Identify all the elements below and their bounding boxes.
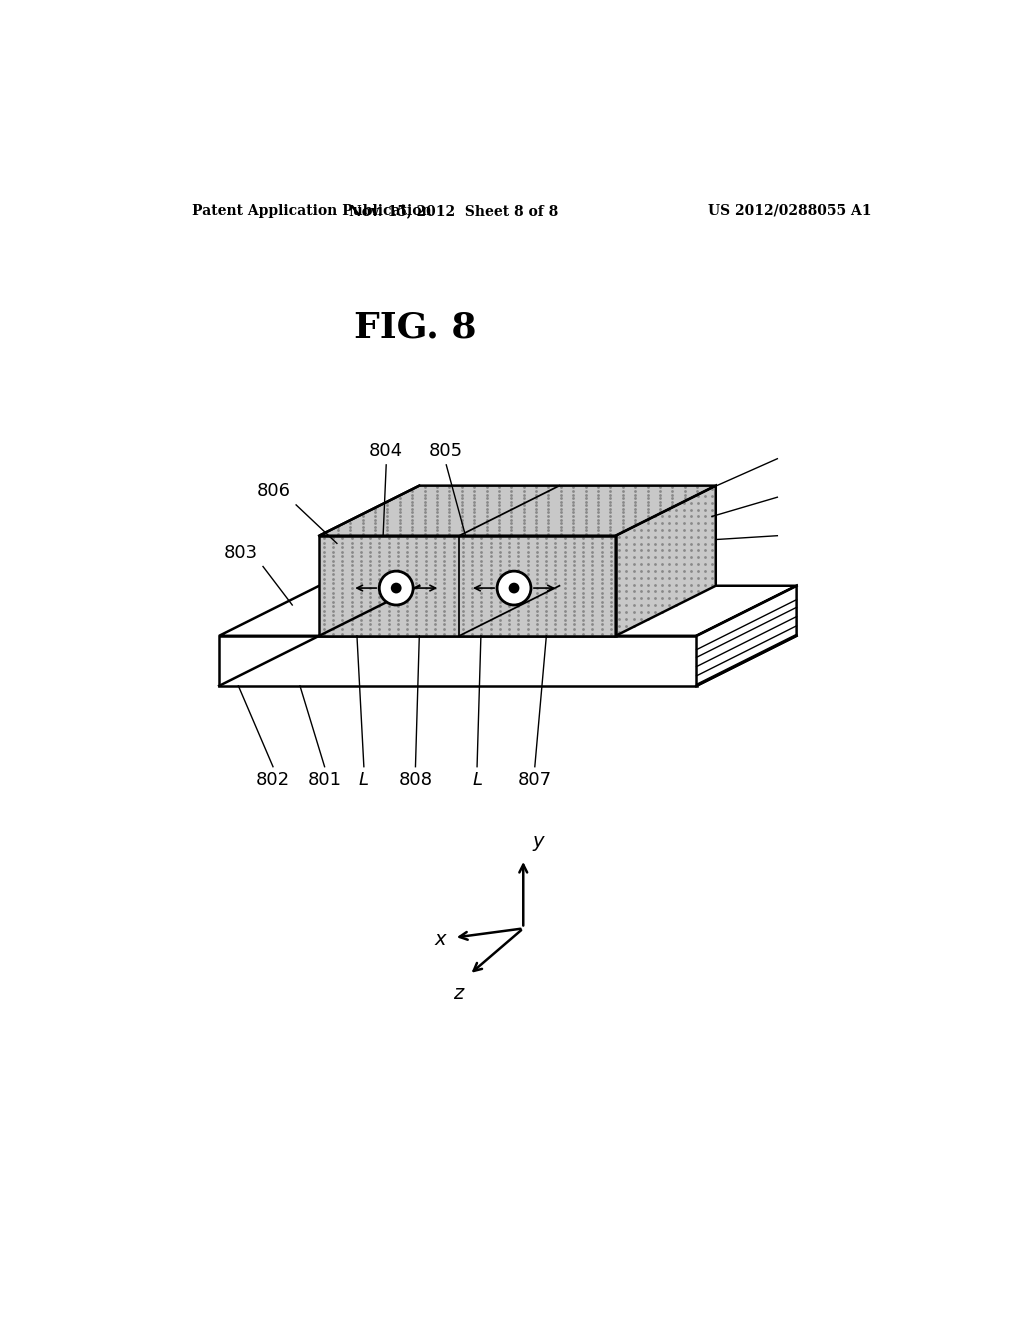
Text: x: x	[435, 931, 446, 949]
Polygon shape	[696, 586, 797, 686]
Text: 803: 803	[223, 544, 258, 562]
Circle shape	[379, 572, 413, 605]
Polygon shape	[219, 636, 696, 686]
Text: 802: 802	[256, 771, 290, 789]
Text: 808: 808	[398, 771, 432, 789]
Text: 805: 805	[429, 442, 463, 461]
Text: 807: 807	[518, 771, 552, 789]
Circle shape	[509, 582, 519, 594]
Text: L: L	[472, 771, 482, 789]
Circle shape	[391, 582, 401, 594]
Text: 801: 801	[307, 771, 342, 789]
Text: 806: 806	[257, 482, 291, 500]
Text: US 2012/0288055 A1: US 2012/0288055 A1	[708, 203, 871, 218]
Text: y: y	[532, 833, 544, 851]
Circle shape	[497, 572, 531, 605]
Text: Nov. 15, 2012  Sheet 8 of 8: Nov. 15, 2012 Sheet 8 of 8	[349, 203, 558, 218]
Polygon shape	[219, 586, 797, 636]
Text: L: L	[358, 771, 369, 789]
Polygon shape	[319, 536, 615, 636]
Text: z: z	[453, 983, 463, 1003]
Polygon shape	[615, 486, 716, 636]
Text: Patent Application Publication: Patent Application Publication	[193, 203, 432, 218]
Polygon shape	[319, 486, 716, 536]
Text: FIG. 8: FIG. 8	[354, 310, 477, 345]
Text: 804: 804	[369, 442, 403, 461]
